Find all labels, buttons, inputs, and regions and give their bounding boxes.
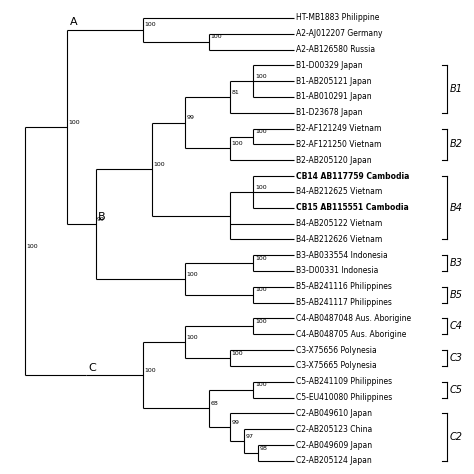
Text: HT-MB1883 Philippine: HT-MB1883 Philippine: [296, 13, 379, 22]
Text: C4-AB0487048 Aus. Aborigine: C4-AB0487048 Aus. Aborigine: [296, 314, 411, 323]
Text: B1-AB205121 Japan: B1-AB205121 Japan: [296, 77, 372, 86]
Text: C3-X75665 Polynesia: C3-X75665 Polynesia: [296, 361, 377, 370]
Text: C4-AB048705 Aus. Aborigine: C4-AB048705 Aus. Aborigine: [296, 330, 406, 339]
Text: B5-AB241117 Philippines: B5-AB241117 Philippines: [296, 298, 392, 307]
Text: 97: 97: [246, 434, 254, 439]
Text: C4: C4: [450, 321, 463, 331]
Text: C5-AB241109 Philippines: C5-AB241109 Philippines: [296, 377, 392, 386]
Text: B4-AB205122 Vietnam: B4-AB205122 Vietnam: [296, 219, 382, 228]
Text: B: B: [98, 212, 106, 222]
Text: CB14 AB117759 Cambodia: CB14 AB117759 Cambodia: [296, 172, 409, 181]
Text: 100: 100: [231, 141, 243, 146]
Text: 100: 100: [231, 351, 243, 356]
Text: 100: 100: [255, 287, 266, 292]
Text: C5-EU410080 Philippines: C5-EU410080 Philippines: [296, 393, 392, 402]
Text: 68: 68: [210, 401, 218, 406]
Text: 100: 100: [255, 184, 266, 190]
Text: CB15 AB115551 Cambodia: CB15 AB115551 Cambodia: [296, 203, 409, 212]
Text: A2-AB126580 Russia: A2-AB126580 Russia: [296, 45, 375, 54]
Text: 99: 99: [231, 420, 239, 425]
Text: B4-AB212625 Vietnam: B4-AB212625 Vietnam: [296, 187, 382, 196]
Text: B3: B3: [450, 258, 463, 268]
Text: 100: 100: [210, 34, 222, 39]
Text: A: A: [70, 18, 77, 27]
Text: 99: 99: [97, 217, 105, 222]
Text: 100: 100: [255, 129, 266, 134]
Text: 100: 100: [144, 368, 156, 373]
Text: B5: B5: [450, 290, 463, 300]
Text: 100: 100: [255, 74, 266, 79]
Text: C2: C2: [450, 432, 463, 442]
Text: C2-AB049610 Japan: C2-AB049610 Japan: [296, 409, 372, 418]
Text: B2-AF121249 Vietnam: B2-AF121249 Vietnam: [296, 124, 381, 133]
Text: B4: B4: [450, 203, 463, 213]
Text: B1-D23678 Japan: B1-D23678 Japan: [296, 108, 363, 117]
Text: B3-D00331 Indonesia: B3-D00331 Indonesia: [296, 266, 378, 275]
Text: C3-X75656 Polynesia: C3-X75656 Polynesia: [296, 346, 377, 355]
Text: 100: 100: [187, 272, 198, 276]
Text: 100: 100: [154, 162, 165, 167]
Text: B3-AB033554 Indonesia: B3-AB033554 Indonesia: [296, 251, 388, 260]
Text: 81: 81: [231, 90, 239, 95]
Text: C2-AB205124 Japan: C2-AB205124 Japan: [296, 456, 372, 465]
Text: C2-AB049609 Japan: C2-AB049609 Japan: [296, 440, 372, 449]
Text: C: C: [89, 363, 96, 373]
Text: C3: C3: [450, 353, 463, 363]
Text: 100: 100: [144, 22, 156, 27]
Text: B5-AB241116 Philippines: B5-AB241116 Philippines: [296, 283, 392, 292]
Text: B2: B2: [450, 139, 463, 149]
Text: A2-AJ012207 Germany: A2-AJ012207 Germany: [296, 29, 383, 38]
Text: 100: 100: [255, 256, 266, 261]
Text: C5: C5: [450, 384, 463, 395]
Text: 100: 100: [187, 335, 198, 340]
Text: C2-AB205123 China: C2-AB205123 China: [296, 425, 372, 434]
Text: 98: 98: [260, 446, 267, 451]
Text: B2-AB205120 Japan: B2-AB205120 Japan: [296, 156, 372, 165]
Text: 100: 100: [255, 383, 266, 387]
Text: 100: 100: [69, 119, 81, 125]
Text: B1-D00329 Japan: B1-D00329 Japan: [296, 61, 363, 70]
Text: B2-AF121250 Vietnam: B2-AF121250 Vietnam: [296, 140, 381, 149]
Text: 100: 100: [27, 244, 38, 249]
Text: B1: B1: [450, 84, 463, 94]
Text: B1-AB010291 Japan: B1-AB010291 Japan: [296, 92, 372, 101]
Text: 99: 99: [187, 115, 195, 120]
Text: B4-AB212626 Vietnam: B4-AB212626 Vietnam: [296, 235, 382, 244]
Text: 100: 100: [255, 319, 266, 324]
